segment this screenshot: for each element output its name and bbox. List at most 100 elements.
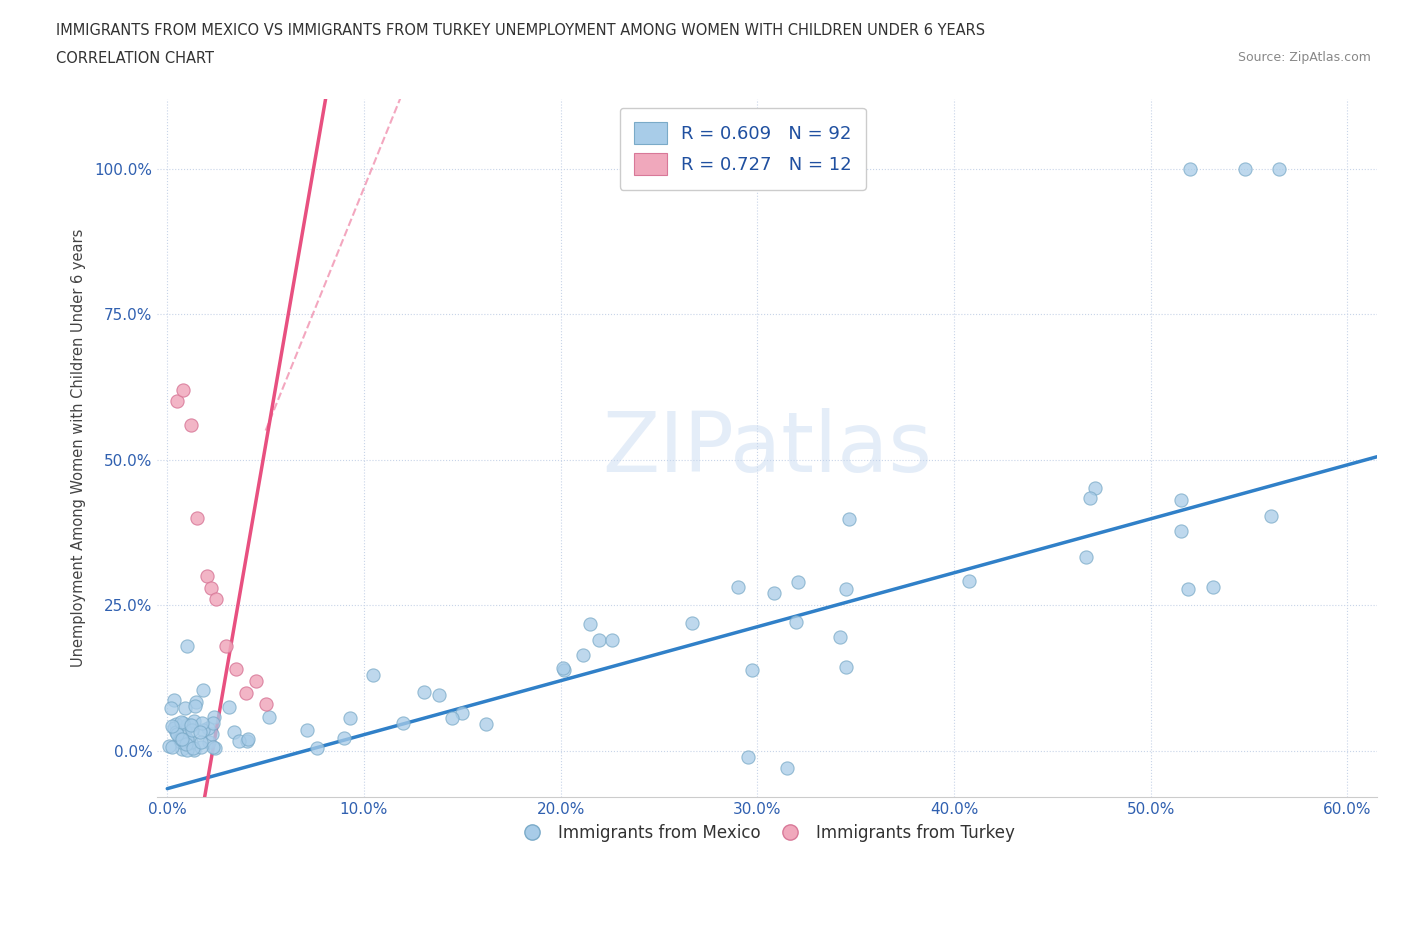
Point xyxy=(681,616,703,631)
Point xyxy=(176,718,198,733)
Point xyxy=(176,732,198,747)
Point xyxy=(191,723,214,737)
Point xyxy=(361,668,384,683)
Point xyxy=(762,585,785,600)
Point xyxy=(218,699,240,714)
Point xyxy=(165,724,187,739)
Point xyxy=(776,761,799,776)
Point xyxy=(1177,581,1199,596)
Point xyxy=(339,711,361,725)
Point xyxy=(166,394,188,409)
Point xyxy=(1078,491,1101,506)
Point xyxy=(166,726,188,741)
Point xyxy=(184,698,207,713)
Point xyxy=(191,716,214,731)
Point xyxy=(235,685,257,700)
Point xyxy=(254,697,277,711)
Point xyxy=(198,735,221,750)
Point xyxy=(451,705,474,720)
Point xyxy=(740,663,762,678)
Point xyxy=(205,592,228,607)
Point xyxy=(174,700,197,715)
Point xyxy=(413,684,436,699)
Point xyxy=(259,710,281,724)
Point xyxy=(600,632,623,647)
Point xyxy=(176,742,198,757)
Point xyxy=(195,568,218,583)
Point xyxy=(834,659,856,674)
Point xyxy=(727,579,749,594)
Point xyxy=(200,580,222,595)
Point xyxy=(1074,550,1097,565)
Point xyxy=(307,740,329,755)
Point xyxy=(160,739,183,754)
Point xyxy=(191,683,214,698)
Point xyxy=(551,660,574,675)
Point xyxy=(245,673,267,688)
Point xyxy=(163,693,186,708)
Point xyxy=(190,735,212,750)
Point xyxy=(427,687,450,702)
Point xyxy=(169,732,191,747)
Point xyxy=(181,740,204,755)
Point xyxy=(553,662,575,677)
Text: IMMIGRANTS FROM MEXICO VS IMMIGRANTS FROM TURKEY UNEMPLOYMENT AMONG WOMEN WITH C: IMMIGRANTS FROM MEXICO VS IMMIGRANTS FRO… xyxy=(56,23,986,38)
Point xyxy=(1170,524,1192,538)
Point xyxy=(179,717,201,732)
Point xyxy=(392,716,415,731)
Point xyxy=(1267,161,1289,176)
Point xyxy=(186,511,208,525)
Point xyxy=(1260,509,1282,524)
Point xyxy=(180,735,202,750)
Point xyxy=(159,700,181,715)
Point xyxy=(201,739,224,754)
Point xyxy=(215,639,238,654)
Point xyxy=(183,743,205,758)
Point xyxy=(174,724,197,738)
Point xyxy=(201,716,224,731)
Point xyxy=(475,716,498,731)
Point xyxy=(172,732,194,747)
Point xyxy=(1084,481,1107,496)
Point xyxy=(201,726,224,741)
Point xyxy=(176,639,198,654)
Point xyxy=(571,647,593,662)
Point xyxy=(441,711,464,726)
Point xyxy=(160,718,183,733)
Point xyxy=(190,739,212,754)
Point xyxy=(172,716,194,731)
Point xyxy=(835,582,858,597)
Point xyxy=(235,733,257,748)
Point xyxy=(159,738,181,753)
Point xyxy=(170,732,193,747)
Text: Source: ZipAtlas.com: Source: ZipAtlas.com xyxy=(1237,51,1371,64)
Point xyxy=(204,741,226,756)
Point xyxy=(830,630,852,644)
Point xyxy=(197,721,219,736)
Point xyxy=(579,617,602,631)
Point xyxy=(333,731,356,746)
Text: CORRELATION CHART: CORRELATION CHART xyxy=(56,51,214,66)
Point xyxy=(787,575,810,590)
Point xyxy=(169,715,191,730)
Point xyxy=(181,723,204,737)
Point xyxy=(236,732,259,747)
Point xyxy=(163,721,186,736)
Point xyxy=(184,695,207,710)
Point xyxy=(180,718,202,733)
Point xyxy=(957,574,980,589)
Point xyxy=(172,382,194,397)
Point xyxy=(1170,492,1192,507)
Point xyxy=(188,724,211,739)
Point xyxy=(225,662,247,677)
Point xyxy=(176,733,198,748)
Point xyxy=(165,717,187,732)
Point xyxy=(838,512,860,526)
Point xyxy=(202,710,225,724)
Point xyxy=(172,741,194,756)
Point xyxy=(170,735,193,750)
Point xyxy=(183,713,205,728)
Point xyxy=(785,615,807,630)
Point xyxy=(1178,161,1201,176)
Point xyxy=(167,731,190,746)
